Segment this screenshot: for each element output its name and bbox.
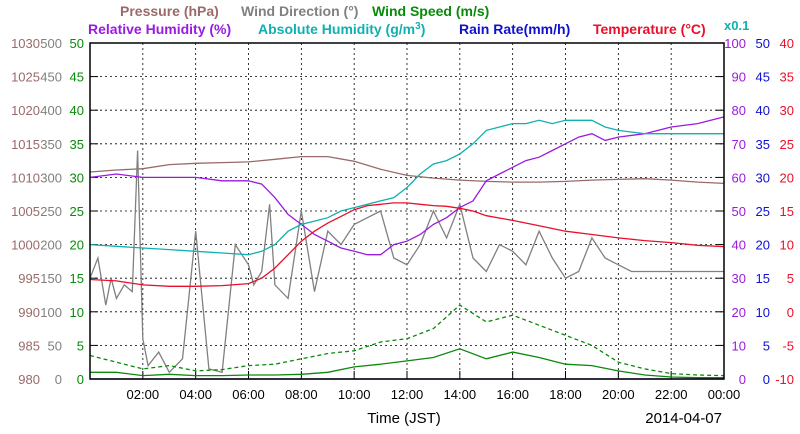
tick-label-temperature: 25 — [780, 137, 794, 152]
tick-label-wind-speed: 5 — [77, 338, 84, 353]
series-line-temperature-c — [89, 202, 725, 287]
axes: 1030102510201015101010051000995990985980… — [11, 36, 794, 402]
tick-label-wind-speed: 10 — [70, 305, 84, 320]
x-tick-label: 18:00 — [549, 387, 582, 402]
tick-label-pressure: 985 — [18, 338, 40, 353]
x-tick-label: 12:00 — [391, 387, 424, 402]
tick-label-wind-direction: 0 — [55, 372, 62, 387]
plot-frame — [89, 42, 725, 380]
tick-label-rain-rate: 35 — [756, 137, 770, 152]
tick-label-rain-rate: 5 — [763, 338, 770, 353]
tick-label-rain-rate: 25 — [756, 204, 770, 219]
tick-label-humidity: 0 — [739, 372, 746, 387]
series-line-wind-speed-gust-m-s — [89, 304, 725, 377]
series-line-absolute-humidity-g-m3-x0-1 — [89, 119, 724, 256]
tick-label-pressure: 1010 — [11, 170, 40, 185]
tick-label-humidity: 20 — [732, 305, 746, 320]
legend-wind-speed: Wind Speed (m/s) — [372, 3, 489, 19]
tick-label-wind-speed: 40 — [70, 103, 84, 118]
legend-absolute-humidity: Absolute Humidity (g/m3) — [258, 21, 425, 37]
tick-label-wind-speed: 15 — [70, 271, 84, 286]
tick-label-humidity: 60 — [732, 170, 746, 185]
tick-label-pressure: 980 — [18, 372, 40, 387]
tick-label-pressure: 1005 — [11, 204, 40, 219]
legend-wind-direction: Wind Direction (°) — [241, 3, 358, 19]
tick-label-temperature: 5 — [787, 271, 794, 286]
tick-label-rain-rate: 40 — [756, 103, 770, 118]
tick-label-wind-speed: 50 — [70, 36, 84, 51]
tick-label-wind-speed: 45 — [70, 70, 84, 85]
tick-label-rain-rate: 50 — [756, 36, 770, 51]
tick-label-humidity: 50 — [732, 204, 746, 219]
x-tick-label: 04:00 — [179, 387, 212, 402]
tick-label-humidity: 90 — [732, 70, 746, 85]
tick-label-rain-rate: 20 — [756, 238, 770, 253]
legend-abs-humidity-scale: x0.1 — [724, 18, 749, 33]
tick-label-humidity: 100 — [724, 36, 746, 51]
legend: Pressure (hPa) Wind Direction (°) Wind S… — [88, 3, 749, 37]
tick-label-wind-direction: 300 — [40, 170, 62, 185]
x-tick-label: 20:00 — [602, 387, 635, 402]
x-tick-label: 16:00 — [496, 387, 529, 402]
tick-label-temperature: -5 — [782, 338, 794, 353]
date-label: 2014-04-07 — [645, 410, 722, 427]
tick-label-temperature: 15 — [780, 204, 794, 219]
tick-label-wind-direction: 450 — [40, 70, 62, 85]
tick-label-temperature: 0 — [787, 305, 794, 320]
tick-label-humidity: 40 — [732, 238, 746, 253]
tick-label-wind-speed: 0 — [77, 372, 84, 387]
legend-relative-humidity: Relative Humidity (%) — [88, 21, 231, 37]
tick-label-temperature: 10 — [780, 238, 794, 253]
tick-label-rain-rate: 0 — [763, 372, 770, 387]
legend-rain-rate: Rain Rate(mm/h) — [459, 21, 570, 37]
tick-label-wind-speed: 20 — [70, 238, 84, 253]
tick-label-rain-rate: 15 — [756, 271, 770, 286]
tick-label-wind-direction: 400 — [40, 103, 62, 118]
series-line-relative-humidity — [89, 116, 725, 256]
tick-label-temperature: -10 — [775, 372, 794, 387]
tick-label-pressure: 995 — [18, 271, 40, 286]
tick-label-humidity: 30 — [732, 271, 746, 286]
tick-label-wind-direction: 100 — [40, 305, 62, 320]
tick-label-pressure: 1020 — [11, 103, 40, 118]
x-tick-label: 06:00 — [232, 387, 265, 402]
tick-label-humidity: 80 — [732, 103, 746, 118]
tick-label-rain-rate: 45 — [756, 70, 770, 85]
legend-pressure: Pressure (hPa) — [120, 3, 219, 19]
tick-label-humidity: 10 — [732, 338, 746, 353]
tick-label-wind-speed: 35 — [70, 137, 84, 152]
tick-label-wind-direction: 200 — [40, 238, 62, 253]
tick-label-temperature: 35 — [780, 70, 794, 85]
series-line-wind-direction — [89, 150, 724, 374]
tick-label-wind-speed: 30 — [70, 170, 84, 185]
tick-label-temperature: 30 — [780, 103, 794, 118]
x-tick-label: 02:00 — [127, 387, 160, 402]
tick-label-pressure: 1015 — [11, 137, 40, 152]
tick-label-wind-direction: 350 — [40, 137, 62, 152]
tick-label-humidity: 70 — [732, 137, 746, 152]
series-line-pressure-hpa — [89, 155, 725, 185]
legend-temperature: Temperature (°C) — [593, 21, 706, 37]
tick-label-rain-rate: 30 — [756, 170, 770, 185]
tick-label-pressure: 1025 — [11, 70, 40, 85]
tick-label-wind-direction: 500 — [40, 36, 62, 51]
tick-label-pressure: 1030 — [11, 36, 40, 51]
tick-label-rain-rate: 10 — [756, 305, 770, 320]
tick-label-wind-direction: 50 — [48, 338, 62, 353]
tick-label-pressure: 1000 — [11, 238, 40, 253]
tick-label-pressure: 990 — [18, 305, 40, 320]
tick-label-temperature: 40 — [780, 36, 794, 51]
tick-label-wind-direction: 250 — [40, 204, 62, 219]
tick-label-temperature: 20 — [780, 170, 794, 185]
x-axis-label: Time (JST) — [367, 410, 441, 427]
x-tick-label: 10:00 — [338, 387, 371, 402]
tick-label-wind-direction: 150 — [40, 271, 62, 286]
tick-label-wind-speed: 25 — [70, 204, 84, 219]
x-tick-label: 08:00 — [285, 387, 318, 402]
series-line-wind-speed-m-s — [90, 348, 724, 379]
x-tick-label: 00:00 — [708, 387, 741, 402]
x-tick-label: 22:00 — [655, 387, 688, 402]
x-tick-label: 14:00 — [444, 387, 477, 402]
